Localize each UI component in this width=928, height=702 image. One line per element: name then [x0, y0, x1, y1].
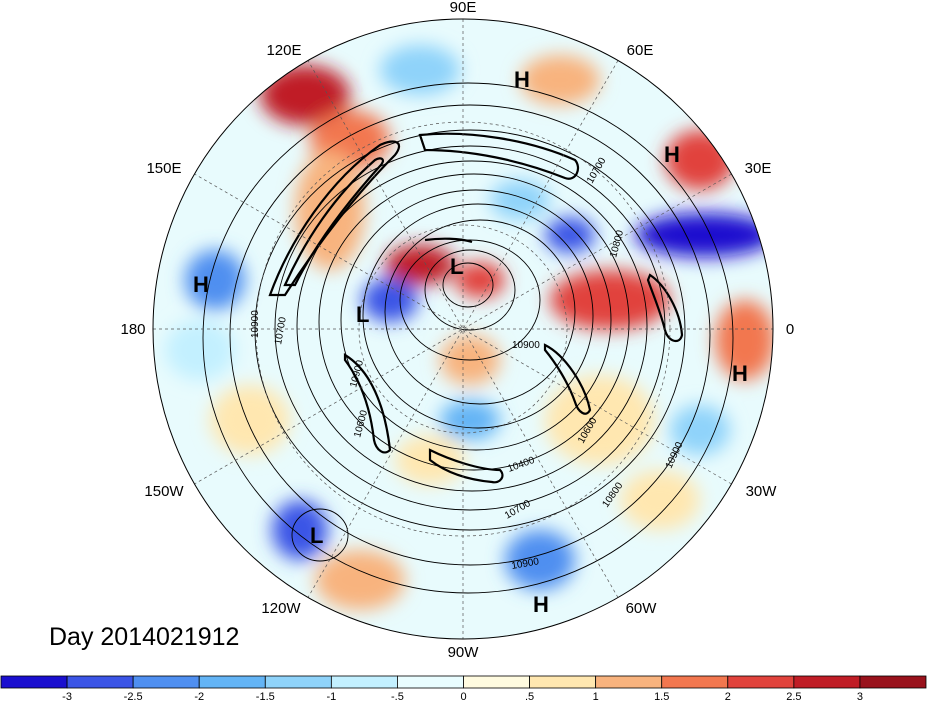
lon-label-150e: 150E — [146, 160, 181, 177]
colorbar-tick-label: -.5 — [391, 691, 404, 702]
contour-label: 10700 — [273, 316, 289, 346]
colorbar-tick-label: -2 — [194, 691, 204, 702]
colorbar-tick-label: -2.5 — [124, 691, 143, 702]
high-pressure-label: H — [732, 361, 748, 386]
lon-label-180: 180 — [120, 321, 145, 338]
low-pressure-label: L — [450, 254, 463, 279]
colorbar-tick-label: 0 — [460, 691, 466, 702]
map-boundary — [152, 18, 774, 640]
date-label: Day 2014021912 — [49, 623, 239, 651]
colorbar-swatch — [264, 675, 332, 689]
colorbar-tick-label: 2.5 — [786, 691, 801, 702]
colorbar-swatch — [0, 675, 68, 689]
colorbar-swatch — [132, 675, 200, 689]
colorbar-swatch — [66, 675, 134, 689]
colorbar-tick-label: 1 — [593, 691, 599, 702]
colorbar-tick-label: 3 — [857, 691, 863, 702]
pressure-systems: H H H H H L L L — [193, 67, 748, 617]
lon-label-120w: 120W — [261, 600, 301, 617]
contour-label: 10900 — [250, 310, 261, 338]
colorbar-swatch — [397, 675, 464, 689]
colorbar-swatch — [330, 675, 398, 689]
colorbar-swatch — [595, 675, 663, 689]
colorbar-swatch — [859, 675, 927, 689]
low-pressure-label: L — [356, 302, 369, 327]
graticule — [153, 19, 773, 639]
high-pressure-label: H — [533, 592, 549, 617]
colorbar-tick-label: .5 — [525, 691, 534, 702]
lon-label-60w: 60W — [626, 600, 658, 617]
lon-label-30w: 30W — [746, 483, 778, 500]
colorbar: -3 -2.5 -2 -1.5 -1 -.5 0 .5 1 1.5 2 2.5 3 — [0, 675, 927, 702]
lon-label-30e: 30E — [745, 160, 772, 177]
high-pressure-label: H — [514, 67, 530, 92]
colorbar-tick-label: -3 — [62, 691, 72, 702]
lon-label-120e: 120E — [266, 42, 301, 59]
high-pressure-label: H — [664, 142, 680, 167]
lon-label-90w: 90W — [448, 644, 480, 661]
colorbar-tick-label: 1.5 — [654, 691, 669, 702]
lon-label-90e: 90E — [450, 0, 477, 16]
lon-label-0: 0 — [786, 321, 794, 338]
colorbar-swatch — [463, 675, 530, 689]
colorbar-swatch — [661, 675, 729, 689]
colorbar-swatch — [529, 675, 597, 689]
colorbar-swatch — [727, 675, 795, 689]
colorbar-tick-label: 2 — [725, 691, 731, 702]
lon-label-150w: 150W — [144, 483, 184, 500]
low-pressure-label: L — [310, 523, 323, 548]
longitude-labels: 90E 60E 30E 0 30W 60W 90W 120W 150W 180 … — [120, 0, 794, 661]
colorbar-swatch — [793, 675, 861, 689]
colorbar-swatch — [198, 675, 266, 689]
jet-contours — [268, 132, 684, 484]
contour-label: 10900 — [511, 556, 541, 572]
colorbar-tick-label: -1 — [326, 691, 336, 702]
lon-label-60e: 60E — [627, 42, 654, 59]
contour-label: 10900 — [512, 340, 540, 351]
high-pressure-label: H — [193, 272, 209, 297]
colorbar-tick-label: -1.5 — [256, 691, 275, 702]
